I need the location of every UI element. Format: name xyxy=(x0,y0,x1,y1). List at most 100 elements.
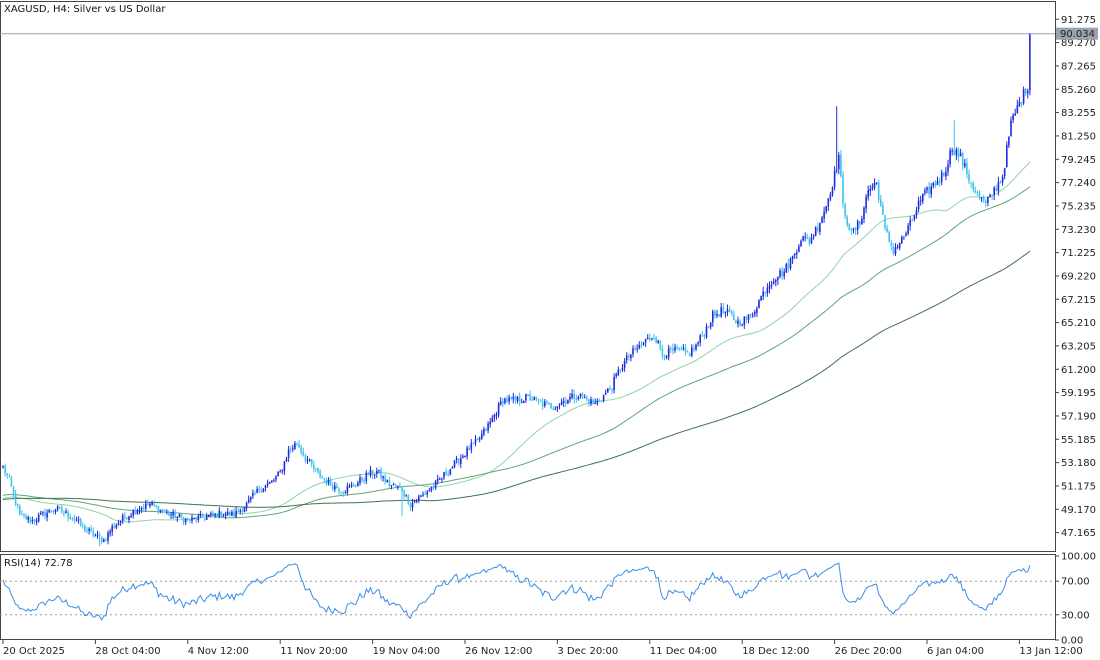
candle xyxy=(651,337,653,341)
candle xyxy=(762,286,764,300)
candle-body xyxy=(199,514,202,516)
candle xyxy=(71,516,74,522)
candle-body xyxy=(371,470,374,476)
candle-body xyxy=(33,519,36,522)
candle xyxy=(529,390,531,402)
time-tick-label: 20 Oct 2025 xyxy=(3,646,65,657)
candle-body xyxy=(418,496,420,500)
candle xyxy=(310,458,313,468)
candle xyxy=(667,344,670,361)
candle-body xyxy=(142,507,145,509)
candle-body xyxy=(699,335,701,343)
candle-body xyxy=(56,506,59,510)
candle xyxy=(386,479,389,483)
candle-body xyxy=(166,511,168,513)
candle xyxy=(898,242,901,251)
candle xyxy=(808,236,811,247)
candle xyxy=(294,440,296,451)
candle xyxy=(361,476,363,483)
candle-body xyxy=(531,399,533,401)
candle-body xyxy=(913,215,916,220)
candle xyxy=(724,311,727,318)
candle-body xyxy=(758,299,760,308)
candle xyxy=(40,510,42,516)
candle-body xyxy=(684,347,687,352)
candle xyxy=(331,482,334,492)
candle-body xyxy=(453,460,456,468)
candle-body xyxy=(548,402,550,404)
candle-body xyxy=(911,219,914,221)
candle-body xyxy=(903,236,905,238)
candle-body xyxy=(886,227,888,233)
candle-body xyxy=(898,242,901,248)
candle-body xyxy=(567,400,569,404)
price-tick-label: 89.270 xyxy=(1061,38,1096,49)
candle xyxy=(159,509,162,514)
candle-body xyxy=(470,442,473,450)
candle xyxy=(29,516,32,525)
candle xyxy=(98,531,101,547)
price-tick-label: 81.250 xyxy=(1061,131,1096,142)
candle xyxy=(378,469,380,474)
candle xyxy=(709,321,712,330)
price-panel-border xyxy=(0,1,1056,552)
candle xyxy=(443,471,445,480)
candle-body xyxy=(281,470,284,472)
candle xyxy=(430,486,433,493)
candle-body xyxy=(529,394,531,401)
candle-body xyxy=(216,514,218,518)
candle xyxy=(199,510,202,518)
candle-body xyxy=(541,402,544,407)
candle-body xyxy=(163,511,166,513)
candle-body xyxy=(67,511,69,518)
candle-body xyxy=(193,517,195,519)
candle xyxy=(628,353,630,361)
candle xyxy=(754,309,756,318)
candle xyxy=(945,167,947,181)
candle xyxy=(409,501,412,511)
candle-body xyxy=(369,469,372,476)
candle xyxy=(147,499,149,506)
candle xyxy=(411,498,414,512)
candle xyxy=(304,453,307,464)
candle xyxy=(789,257,792,271)
candle-body xyxy=(922,193,924,202)
candle-body xyxy=(848,224,851,231)
candle-body xyxy=(945,171,947,177)
candle-body xyxy=(208,514,210,517)
price-tick-label: 61.200 xyxy=(1061,365,1096,376)
candle xyxy=(8,473,11,478)
candle xyxy=(376,467,378,478)
candle xyxy=(777,276,779,286)
candle-body xyxy=(382,476,384,479)
candle xyxy=(193,517,195,520)
candle xyxy=(346,482,349,496)
candle-body xyxy=(592,399,594,404)
candle-body xyxy=(2,465,4,468)
main-price-panel[interactable] xyxy=(0,1,1056,552)
candle-body xyxy=(174,511,176,519)
candle-body xyxy=(718,314,720,317)
candle xyxy=(491,415,494,423)
candle xyxy=(1029,32,1031,96)
candle xyxy=(579,393,582,399)
candle-body xyxy=(510,397,512,399)
candle-body xyxy=(770,284,773,286)
candle-body xyxy=(19,506,21,515)
candle-body xyxy=(970,182,972,184)
candle-body xyxy=(789,259,792,269)
candle xyxy=(407,494,410,506)
candle xyxy=(33,518,36,525)
candle-body xyxy=(930,186,932,195)
candle-body xyxy=(819,223,821,232)
candle-body xyxy=(544,401,546,406)
candle-body xyxy=(476,438,479,440)
candle xyxy=(447,470,449,477)
candle-body xyxy=(615,374,617,377)
candle xyxy=(966,157,968,179)
candle xyxy=(930,183,932,198)
candle xyxy=(833,166,836,191)
rsi-panel[interactable] xyxy=(0,554,1056,640)
candle xyxy=(535,396,538,402)
candle xyxy=(476,437,479,441)
